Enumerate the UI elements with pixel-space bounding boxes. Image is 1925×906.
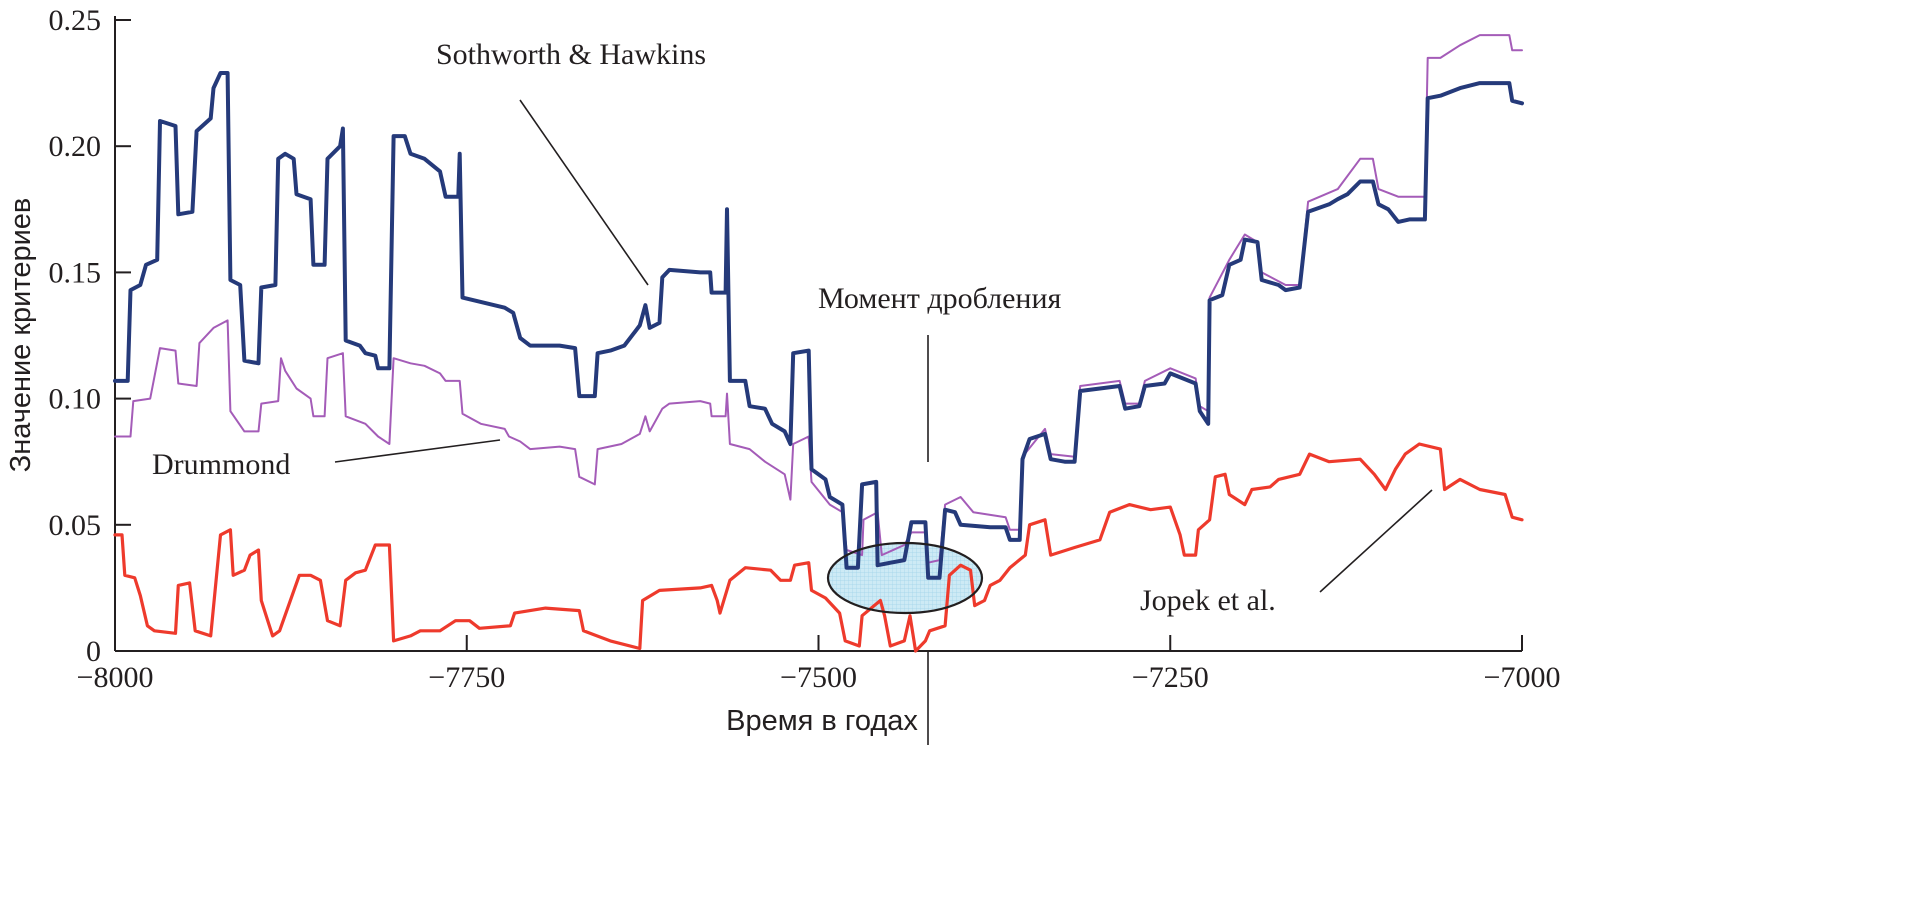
series-line-jopek-et-al <box>113 442 1524 653</box>
y-tick-label: 0.15 <box>49 256 102 289</box>
y-tick-label: 0.10 <box>49 383 102 416</box>
breakup-highlight-ellipse <box>828 543 982 613</box>
x-axis-label: Время в годах <box>726 705 918 737</box>
series-line-drummond <box>114 34 1523 564</box>
annotation-drummond: Drummond <box>152 448 290 481</box>
x-tick-label: −8000 <box>77 661 154 694</box>
annotation-breakup: Момент дробления <box>818 282 1061 315</box>
x-tick-label: −7250 <box>1132 661 1209 694</box>
y-tick-label: 0.20 <box>49 130 102 163</box>
series-lines <box>113 34 1524 653</box>
y-tick-label: 0 <box>86 635 101 668</box>
x-tick-label: −7500 <box>780 661 857 694</box>
breakup-highlight-outline <box>826 541 984 615</box>
axes <box>114 16 1522 652</box>
annotation-jopek-leader <box>1319 489 1433 593</box>
x-ticks: −8000 −7750 −7500 −7250 −7000 <box>77 635 1561 694</box>
annotation-jopek: Jopek et al. <box>1140 584 1276 617</box>
x-tick-label: −7750 <box>428 661 505 694</box>
y-tick-label: 0.05 <box>49 509 102 542</box>
x-tick-label: −7000 <box>1484 661 1561 694</box>
y-axis-label: Значение критериев <box>5 198 37 473</box>
y-tick-label: 0.25 <box>49 4 102 37</box>
series-line-sothworth-hawkins <box>113 71 1524 580</box>
y-ticks: 0 0.05 0.10 0.15 0.20 0.25 <box>49 4 131 668</box>
annotation-drummond-leader <box>334 439 501 463</box>
annotation-southworth-leader <box>519 99 649 286</box>
annotation-southworth: Sothworth & Hawkins <box>436 38 706 71</box>
